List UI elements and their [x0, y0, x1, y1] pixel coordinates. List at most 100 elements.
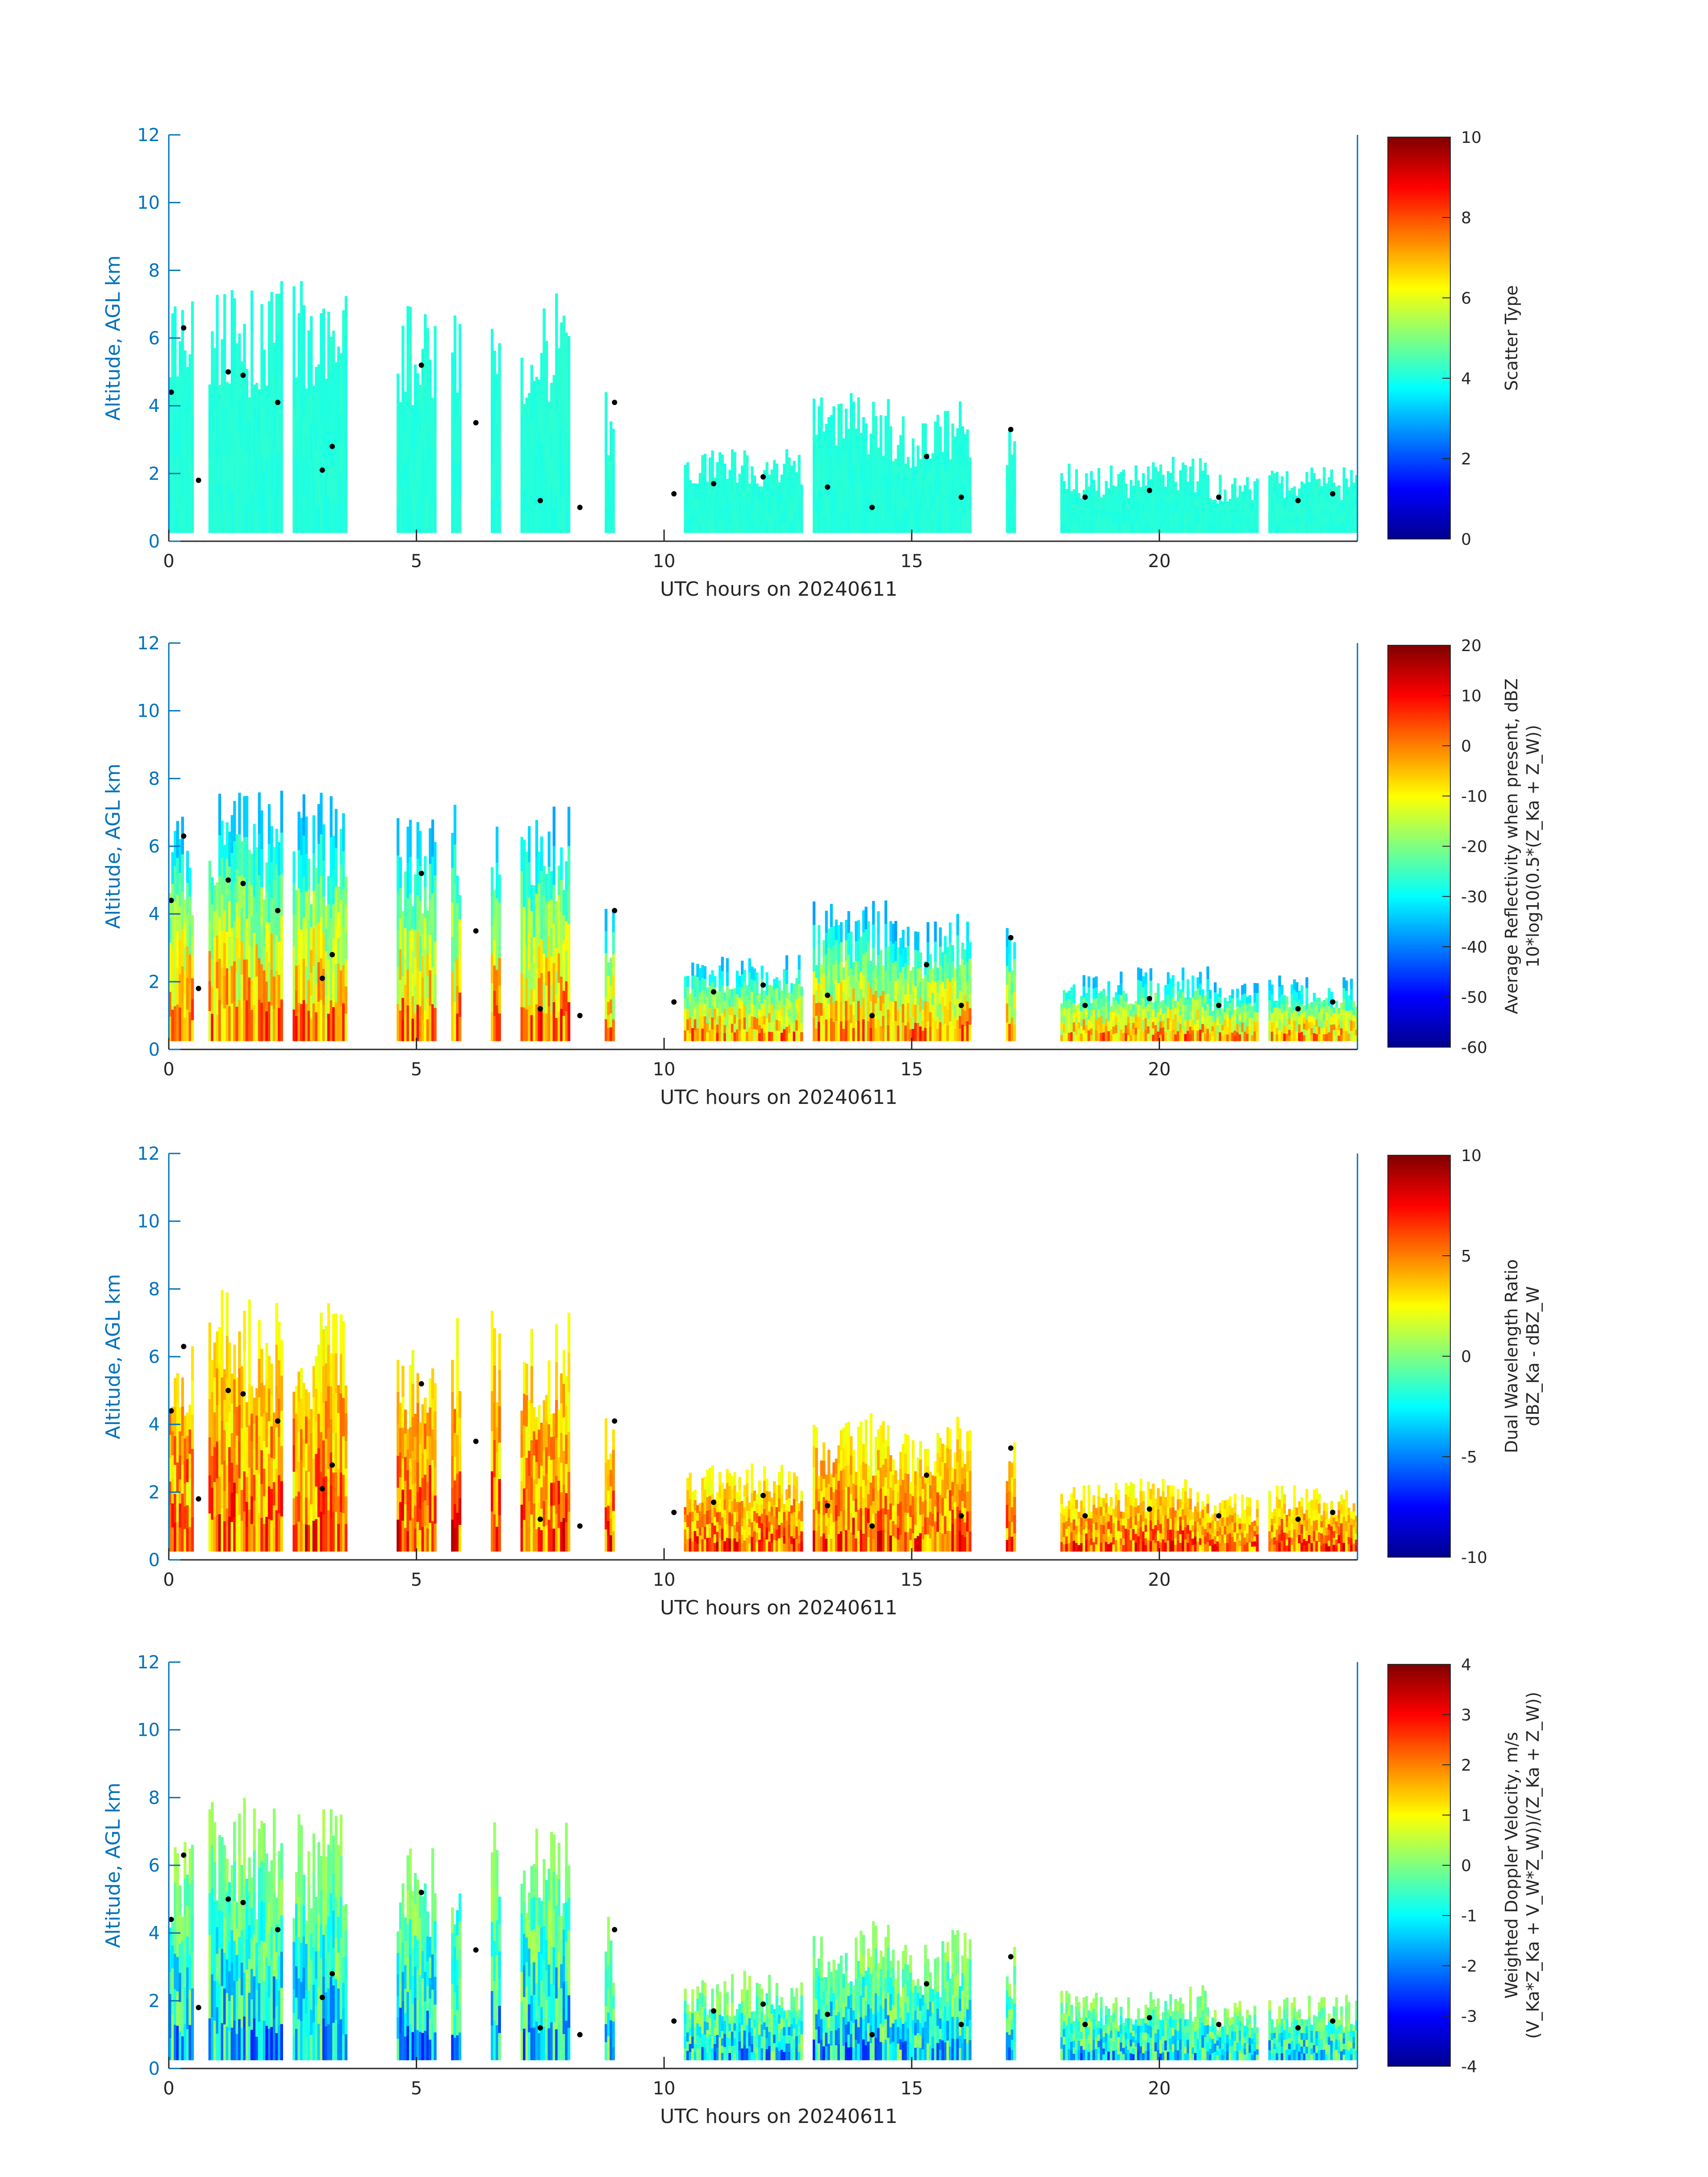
field-cell	[174, 936, 177, 971]
field-cell	[332, 972, 335, 1007]
field-cell	[292, 1418, 296, 1446]
field-cell	[1161, 494, 1165, 504]
field-cell	[221, 967, 224, 1005]
field-cell	[1117, 994, 1120, 1004]
field-cell	[330, 919, 333, 960]
field-cell	[1196, 481, 1199, 490]
field-cell	[1060, 503, 1063, 513]
field-cell	[451, 352, 454, 383]
field-cell	[693, 1541, 697, 1552]
field-cell	[243, 324, 246, 359]
field-cell	[245, 369, 249, 397]
field-cell	[1073, 1003, 1076, 1013]
field-cell	[1013, 456, 1016, 472]
field-cell	[778, 482, 781, 491]
field-cell	[186, 1436, 189, 1459]
field-cell	[322, 1366, 326, 1404]
field-cell	[964, 483, 967, 500]
field-cell	[1132, 1016, 1135, 1023]
field-cell	[1119, 983, 1123, 995]
field-cell	[451, 867, 454, 903]
field-cell	[835, 980, 838, 1001]
field-cell	[612, 1511, 615, 1531]
field-cell	[1270, 984, 1274, 994]
cloud-base-point	[869, 1013, 875, 1019]
field-cell	[1161, 1014, 1165, 1021]
field-cell	[765, 462, 768, 474]
field-cell	[1186, 989, 1190, 1000]
field-cell	[1347, 510, 1351, 518]
field-cell	[921, 978, 925, 989]
field-cell	[1278, 1008, 1281, 1020]
field-cell	[557, 1504, 560, 1528]
field-cell	[493, 965, 496, 991]
field-cell	[1313, 522, 1316, 533]
field-cell	[815, 990, 818, 1003]
field-cell	[431, 856, 434, 894]
field-cell	[756, 995, 759, 1007]
field-cell	[798, 520, 801, 533]
field-cell	[1293, 510, 1296, 518]
field-cell	[731, 491, 734, 506]
field-cell	[325, 404, 328, 430]
field-cell	[869, 1014, 873, 1028]
field-cell	[1140, 1017, 1143, 1029]
field-cell	[230, 451, 234, 493]
field-cell	[748, 500, 751, 509]
field-cell	[837, 468, 840, 490]
field-cell	[188, 473, 192, 503]
field-cell	[272, 1505, 276, 1529]
field-cell	[812, 421, 816, 444]
field-cell	[1305, 472, 1308, 483]
field-cell	[927, 942, 930, 962]
field-cell	[560, 1462, 563, 1492]
field-cell	[332, 1472, 335, 1512]
field-cell	[1127, 497, 1130, 504]
field-cell	[491, 925, 494, 954]
field-cell	[612, 1450, 615, 1471]
field-cell	[830, 513, 833, 533]
field-cell	[830, 454, 833, 474]
field-cell	[429, 1465, 432, 1494]
field-cell	[552, 1436, 555, 1460]
field-cell	[798, 493, 801, 507]
field-cell	[1060, 522, 1063, 533]
field-cell	[743, 1029, 746, 1041]
field-cell	[1224, 1012, 1227, 1020]
field-cell	[525, 420, 528, 443]
field-cell	[337, 1524, 340, 1552]
field-cell	[1105, 1026, 1108, 1034]
field-cell	[775, 498, 778, 510]
field-cell	[307, 949, 310, 981]
field-cell	[221, 500, 224, 533]
field-cell	[562, 1015, 566, 1041]
field-cell	[221, 857, 224, 894]
field-cell	[944, 451, 947, 472]
field-cell	[245, 505, 249, 533]
field-cell	[760, 1028, 764, 1041]
field-cell	[169, 481, 172, 507]
field-cell	[1350, 1010, 1353, 1021]
cloud-column	[208, 793, 249, 1041]
field-cell	[562, 1417, 566, 1451]
field-cell	[1246, 514, 1249, 524]
field-cell	[312, 1397, 315, 1428]
field-cell	[1347, 502, 1351, 510]
field-cell	[1320, 1028, 1324, 1035]
field-cell	[1221, 1024, 1224, 1031]
field-cell	[419, 901, 422, 936]
field-cell	[1216, 1025, 1219, 1033]
field-cell	[1063, 1024, 1066, 1033]
field-cell	[211, 365, 214, 399]
field-cell	[562, 1517, 566, 1552]
field-cell	[862, 455, 865, 476]
field-cell	[300, 818, 303, 856]
field-cell	[399, 979, 402, 1011]
field-cell	[456, 1473, 459, 1513]
field-cell	[533, 380, 536, 406]
field-cell	[1219, 504, 1222, 514]
field-cell	[251, 1413, 254, 1442]
field-cell	[1080, 1011, 1083, 1019]
field-cell	[1206, 474, 1209, 485]
field-cell	[919, 520, 922, 533]
